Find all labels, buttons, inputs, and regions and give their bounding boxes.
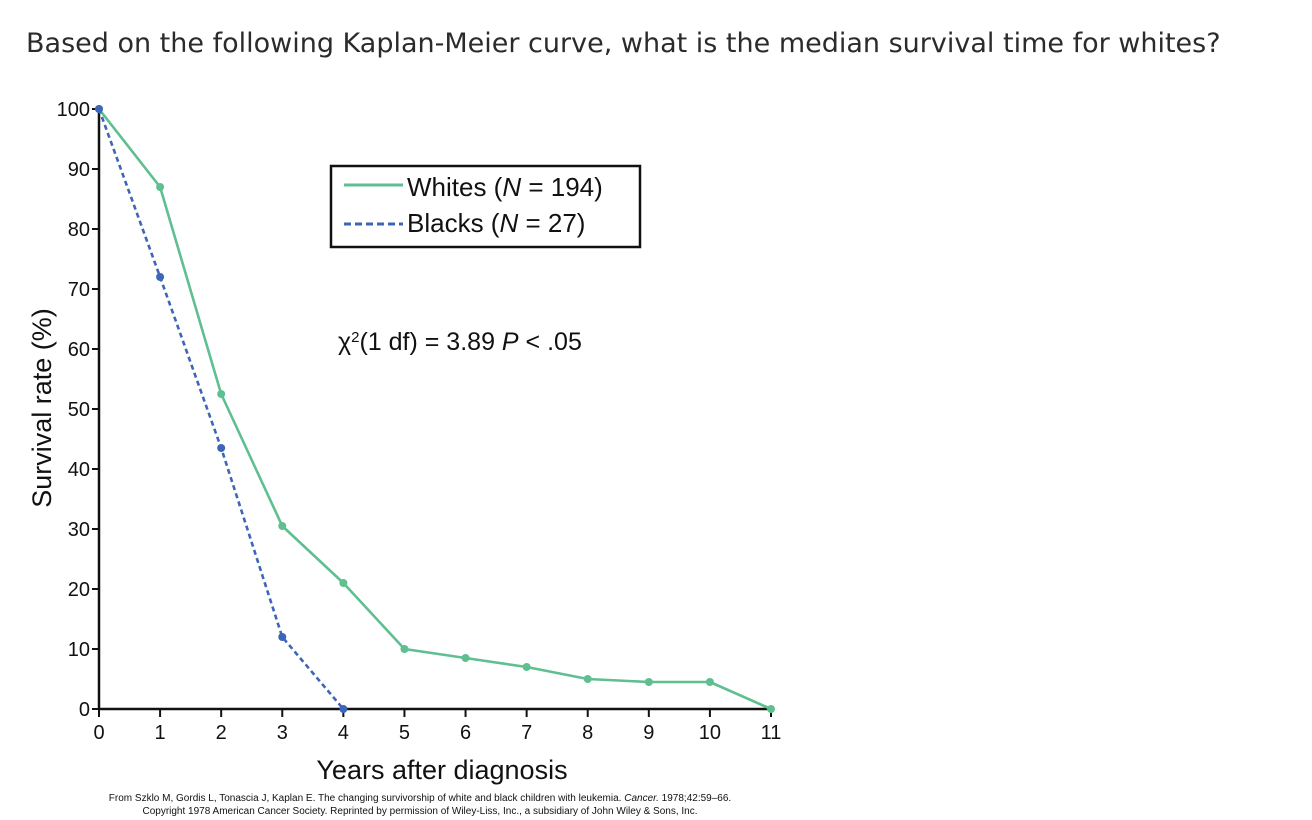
x-tick-label: 10	[699, 722, 721, 744]
legend-box	[329, 164, 642, 249]
y-tick-label: 70	[68, 279, 90, 301]
chart-axes: 0 10 20 30 40 50 60 70 80 90 100 0 1 2 3 4 5 6 7 8 9 10 11	[57, 99, 782, 744]
data-point-whites	[339, 579, 348, 587]
x-tick-label: 1	[155, 722, 166, 744]
x-tick-label: 7	[521, 722, 532, 744]
x-tick-label: 5	[399, 722, 410, 744]
data-point-blacks	[95, 105, 103, 113]
chi-square-annotation: χ2(1 df) = 3.89 P < .05	[338, 328, 582, 356]
x-axis-title: Years after diagnosis	[316, 755, 567, 785]
x-tick-label: 11	[761, 722, 782, 744]
citation: From Szklo M, Gordis L, Tonascia J, Kapl…	[30, 792, 810, 818]
series-line-whites	[97, 108, 772, 711]
data-point-whites	[156, 183, 165, 191]
data-point-blacks	[278, 633, 287, 641]
y-tick-label: 0	[79, 699, 90, 721]
x-tick-label: 3	[277, 722, 288, 744]
data-point-blacks	[339, 705, 348, 713]
data-point-whites	[583, 675, 592, 683]
chart-legend: Whites (N = 194) Blacks (N = 27)	[329, 164, 642, 249]
data-point-whites	[400, 645, 409, 653]
chart-series-layer	[95, 105, 775, 713]
y-tick-label: 100	[57, 99, 90, 121]
y-tick-label: 10	[68, 639, 90, 661]
y-tick-label: 90	[68, 159, 90, 181]
y-tick-label: 60	[68, 339, 90, 361]
question-title: Based on the following Kaplan-Meier curv…	[26, 28, 1221, 59]
legend-label-blacks: Blacks (N = 27)	[407, 208, 585, 238]
data-point-whites	[461, 654, 470, 662]
series-line-blacks	[97, 108, 345, 710]
x-tick-label: 2	[216, 722, 227, 744]
x-tick-label: 0	[93, 722, 104, 744]
y-tick-label: 80	[68, 219, 90, 241]
x-tick-label: 9	[643, 722, 654, 744]
y-tick-label: 40	[68, 459, 90, 481]
data-point-whites	[217, 390, 226, 398]
data-point-whites	[767, 705, 775, 713]
citation-line-2: Copyright 1978 American Cancer Society. …	[142, 806, 698, 817]
legend-label-whites: Whites (N = 194)	[407, 172, 603, 202]
data-point-whites	[522, 663, 531, 671]
data-point-whites	[705, 678, 714, 686]
data-point-whites	[644, 678, 653, 686]
y-axis-title: Survival rate (%)	[27, 308, 57, 508]
y-tick-label: 50	[68, 399, 90, 421]
y-tick-label: 20	[68, 579, 90, 601]
x-tick-label: 4	[338, 722, 349, 744]
data-point-blacks	[217, 444, 226, 452]
y-tick-label: 30	[68, 519, 90, 541]
x-tick-label: 8	[582, 722, 593, 744]
kaplan-meier-chart: 0 10 20 30 40 50 60 70 80 90 100 0 1 2 3 4 5 6 7 8 9 10 11 Whi…	[27, 99, 782, 785]
data-point-whites	[278, 522, 287, 530]
x-tick-label: 6	[460, 722, 471, 744]
citation-line-1: From Szklo M, Gordis L, Tonascia J, Kapl…	[108, 793, 732, 804]
data-point-blacks	[156, 273, 165, 281]
